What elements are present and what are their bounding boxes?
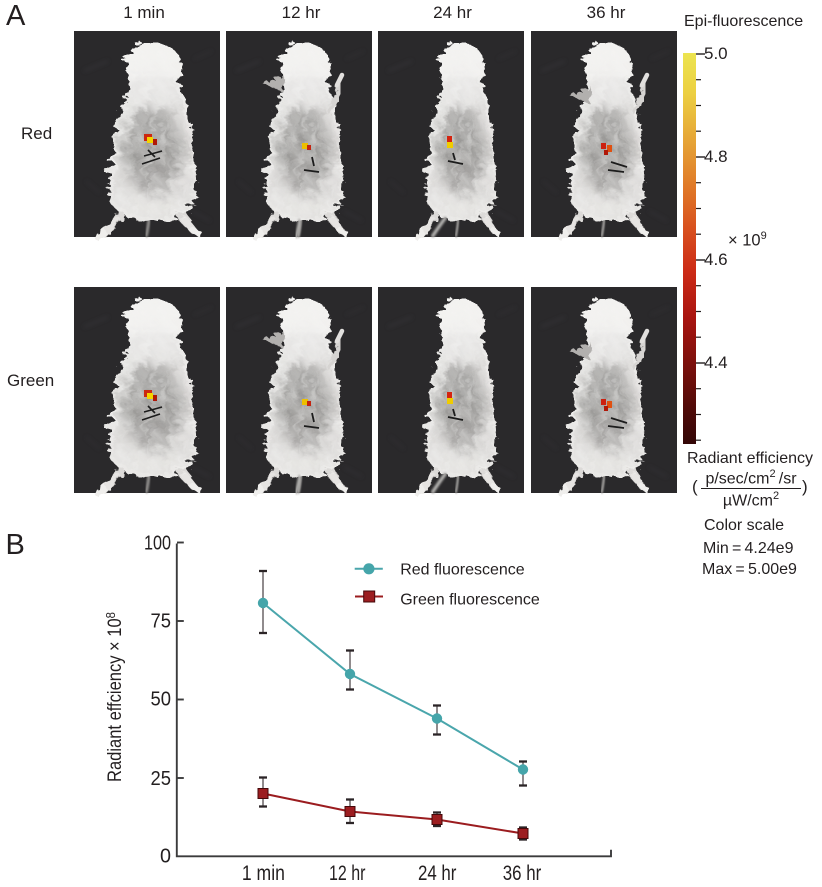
svg-text:24 hr: 24 hr [418, 862, 457, 885]
svg-text:Green fluorescence: Green fluorescence [400, 591, 540, 608]
svg-text:36 hr: 36 hr [503, 862, 542, 885]
svg-text:75: 75 [151, 611, 172, 633]
svg-text:100: 100 [144, 533, 171, 555]
svg-text:Red fluorescence: Red fluorescence [400, 562, 525, 579]
svg-text:12 hr: 12 hr [329, 862, 366, 885]
svg-text:50: 50 [151, 688, 172, 710]
svg-text:Radiant effciency × 108: Radiant effciency × 108 [103, 612, 125, 782]
svg-text:0: 0 [160, 846, 171, 868]
svg-text:25: 25 [151, 768, 172, 790]
svg-text:1 min: 1 min [242, 862, 285, 885]
